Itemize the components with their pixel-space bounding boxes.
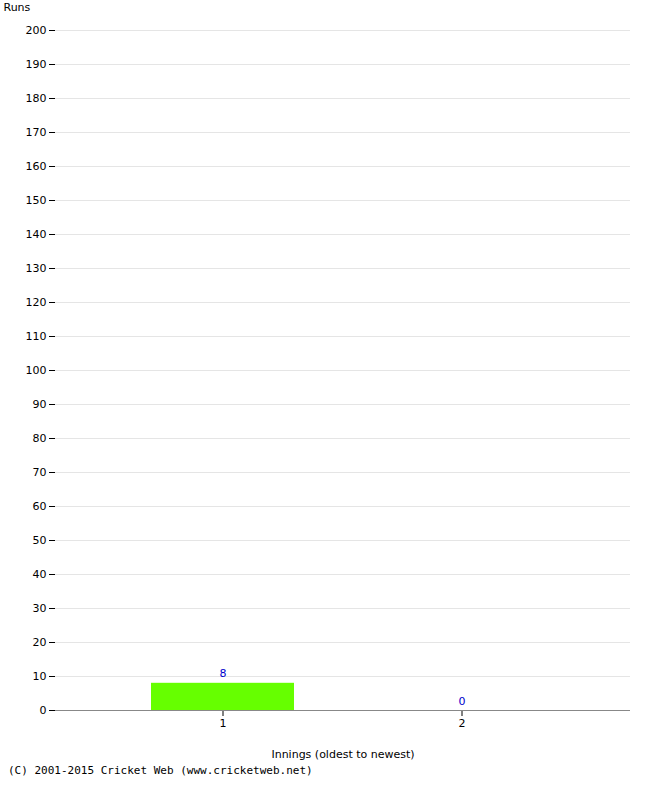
svg-text:Innings (oldest to newest): Innings (oldest to newest) (271, 748, 414, 761)
svg-text:80: 80 (33, 432, 47, 445)
svg-text:20: 20 (33, 636, 47, 649)
svg-text:8: 8 (220, 667, 227, 680)
svg-text:180: 180 (26, 92, 47, 105)
svg-text:190: 190 (26, 58, 47, 71)
svg-text:Runs: Runs (4, 1, 31, 14)
svg-text:1: 1 (220, 717, 227, 730)
svg-text:0: 0 (40, 704, 47, 717)
svg-text:2: 2 (459, 717, 466, 730)
svg-text:0: 0 (459, 695, 466, 708)
svg-text:40: 40 (33, 568, 47, 581)
svg-text:170: 170 (26, 126, 47, 139)
svg-text:30: 30 (33, 602, 47, 615)
svg-text:120: 120 (26, 296, 47, 309)
svg-text:130: 130 (26, 262, 47, 275)
svg-text:60: 60 (33, 500, 47, 513)
svg-text:150: 150 (26, 194, 47, 207)
svg-text:100: 100 (26, 364, 47, 377)
svg-text:70: 70 (33, 466, 47, 479)
svg-text:140: 140 (26, 228, 47, 241)
svg-text:50: 50 (33, 534, 47, 547)
svg-text:10: 10 (33, 670, 47, 683)
svg-text:160: 160 (26, 160, 47, 173)
html-text:(C) 2001-2015 Cricket Web (www: (C) 2001-2015 Cricket Web (www.cricketwe… (8, 764, 313, 777)
svg-text:110: 110 (26, 330, 47, 343)
svg-text:200: 200 (26, 24, 47, 37)
svg-text:90: 90 (33, 398, 47, 411)
